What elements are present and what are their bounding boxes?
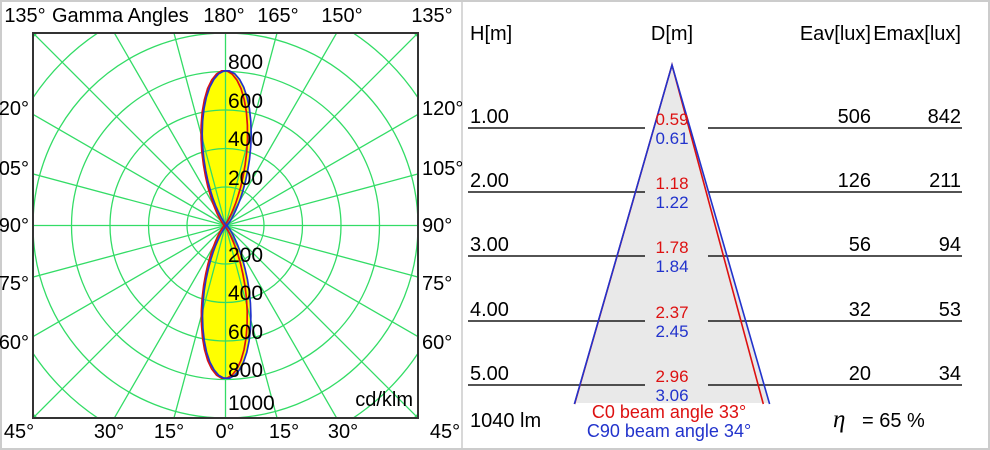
header-eav: Eav[lux] [800, 23, 871, 45]
row3-d-c0: 1.78 [655, 238, 688, 257]
row2-d-c0: 1.18 [655, 174, 688, 193]
gamma-right-label-120: 120° [422, 98, 463, 120]
gamma-bottom-label-0: 0° [215, 421, 234, 443]
gamma-bottom-label-15r: 15° [269, 421, 299, 443]
radial-tick-up-800: 800 [228, 51, 263, 74]
row2-eav: 126 [838, 170, 871, 192]
eta-value: = 65 % [862, 410, 925, 432]
luminous-flux-label: 1040 lm [470, 410, 541, 432]
polar-grid [33, 33, 418, 418]
row4-d-c0: 2.37 [655, 303, 688, 322]
gamma-corner-label-bottom-right: 45° [430, 421, 460, 443]
gamma-corner-label-bottom-left: 45° [4, 421, 34, 443]
row3-eav: 56 [849, 234, 871, 256]
eta-symbol: η [833, 406, 845, 433]
polar-unit-label: cd/klm [355, 389, 413, 411]
gamma-corner-label-top-left: 135° [4, 5, 45, 27]
gamma-bottom-label-30l: 30° [94, 421, 124, 443]
radial-tick-up-600: 600 [228, 90, 263, 113]
c90-beam-angle-label: C90 beam angle 34° [587, 421, 751, 441]
row3-height: 3.00 [470, 234, 509, 256]
radial-tick-down-400: 400 [228, 282, 263, 305]
c0-intensity-curve [200, 70, 249, 379]
radial-tick-down-800: 800 [228, 359, 263, 382]
polar-title: Gamma Angles [52, 5, 189, 27]
gamma-bottom-label-30r: 30° [328, 421, 358, 443]
c90-intensity-curve [201, 70, 253, 380]
row1-d-c0: 0.59 [655, 110, 688, 129]
c90-beam-line [573, 62, 771, 405]
cone-beam-area [574, 65, 770, 403]
gamma-left-label-90: 90° [0, 215, 29, 237]
c0-beam-angle-label: C0 beam angle 33° [592, 402, 746, 422]
height-row-lines [468, 127, 962, 386]
row2-d-c90: 1.22 [655, 193, 688, 212]
row5-eav: 20 [849, 363, 871, 385]
row4-d-c90: 2.45 [655, 322, 688, 341]
row1-d-c90: 0.61 [655, 129, 688, 148]
gamma-top-label-150: 150° [321, 5, 362, 27]
row1-eav: 506 [838, 106, 871, 128]
row1-height: 1.00 [470, 106, 509, 128]
radial-tick-down-200: 200 [228, 244, 263, 267]
gamma-right-label-105: 105° [422, 158, 463, 180]
header-diameter: D[m] [651, 23, 693, 45]
row4-eav: 32 [849, 299, 871, 321]
gamma-top-label-180: 180° [203, 5, 244, 27]
gamma-right-label-75: 75° [422, 273, 452, 295]
gamma-right-label-90: 90° [422, 215, 452, 237]
header-height: H[m] [470, 23, 512, 45]
polar-box-border [32, 32, 419, 419]
row5-height: 5.00 [470, 363, 509, 385]
gamma-right-label-60: 60° [422, 332, 452, 354]
row2-emax: 211 [929, 170, 961, 192]
row4-height: 4.00 [470, 299, 509, 321]
polar-diagram [32, 32, 419, 419]
gamma-corner-label-top-right: 135° [411, 5, 452, 27]
row5-d-c0: 2.96 [655, 367, 688, 386]
radial-tick-up-200: 200 [228, 167, 263, 190]
row5-emax: 34 [939, 363, 961, 385]
radial-tick-down-1000: 1000 [228, 392, 275, 415]
row4-emax: 53 [939, 299, 961, 321]
gamma-left-label-120: 120° [0, 98, 29, 120]
gamma-top-label-165: 165° [257, 5, 298, 27]
header-emax: Emax[lux] [873, 23, 961, 45]
row5-d-c90: 3.06 [655, 386, 688, 405]
gamma-bottom-label-15l: 15° [154, 421, 184, 443]
row1-emax: 842 [928, 106, 961, 128]
row3-emax: 94 [939, 234, 961, 256]
radial-tick-up-400: 400 [228, 128, 263, 151]
gamma-left-label-60: 60° [0, 332, 29, 354]
row2-height: 2.00 [470, 170, 509, 192]
gamma-left-label-75: 75° [0, 273, 29, 295]
gamma-left-label-105: 105° [0, 158, 29, 180]
row3-d-c90: 1.84 [655, 257, 688, 276]
radial-tick-down-600: 600 [228, 321, 263, 344]
cone-diagram [468, 62, 962, 405]
